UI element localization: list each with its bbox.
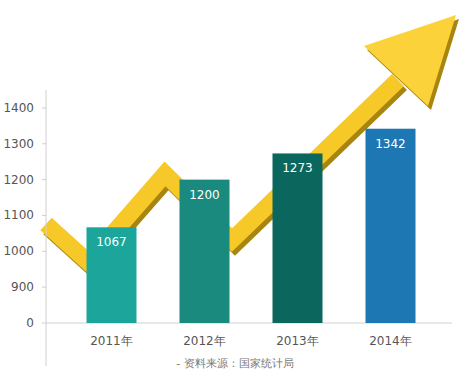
y-tick [42,215,46,216]
chart: 0 900 1000 1100 1200 1300 1400 1067 2011年 1200 201… [0,0,460,384]
bar [87,227,137,323]
y-tick-label: 1400 [3,101,34,115]
bar [273,153,323,323]
y-axis [46,90,47,366]
labels: 1067 2011年 1200 2012年 1273 2013年 1342 2014年 [90,137,412,348]
y-tick-label: 900 [11,280,34,294]
y-tick-label: 1000 [3,244,34,258]
bars [87,129,416,323]
bar [366,129,416,323]
source: - 资料来源：国家统计局 [176,357,293,370]
x-tick-label: 2012年 [183,334,226,348]
data-label: 1200 [189,188,220,202]
y-tick-label: 1200 [3,173,34,187]
data-label: 1342 [375,137,406,151]
y-tick [42,107,46,108]
y-tick-label: 1300 [3,137,34,151]
y-tick-label: 1100 [3,208,34,222]
y-tick [42,323,46,324]
x-tick-label: 2014年 [369,334,412,348]
y-tick-label: 0 [26,316,34,330]
x-tick-label: 2011年 [90,334,133,348]
arrow-head [364,15,456,106]
x-tick-label: 2013年 [276,334,319,348]
bar [180,180,230,323]
data-label: 1067 [96,235,127,249]
data-label: 1273 [282,161,313,175]
y-tick [42,179,46,180]
y-tick [42,143,46,144]
y-tick [42,251,46,252]
y-tick [42,287,46,288]
